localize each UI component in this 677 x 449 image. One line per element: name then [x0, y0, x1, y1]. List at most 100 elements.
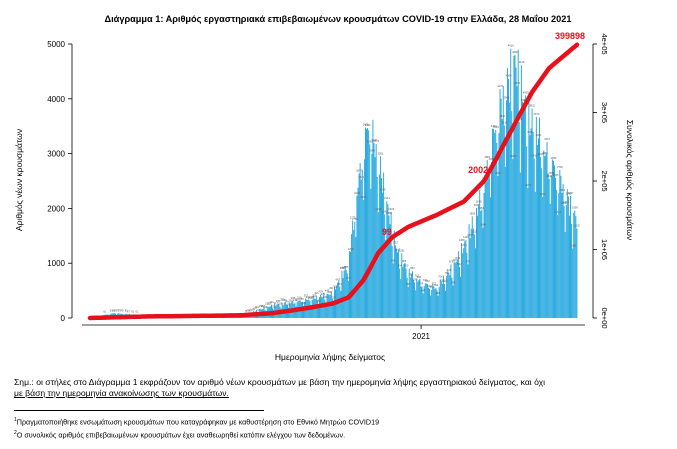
daily-case-bar	[372, 119, 374, 318]
daily-case-bar	[509, 102, 511, 318]
y2-axis-title: Συνολικός αριθμός κρουσμάτων	[625, 120, 635, 240]
bar-value-label: 996	[391, 258, 396, 262]
bar-value-label: 532	[427, 284, 432, 288]
daily-case-bar	[562, 184, 564, 318]
daily-case-bar	[505, 100, 507, 318]
bar-value-label: 2211	[540, 192, 546, 196]
daily-case-bar	[430, 295, 432, 318]
bar-value-label: 357	[304, 293, 309, 297]
bar-value-label: 3174	[373, 139, 379, 143]
bar-value-label: 3335	[527, 130, 533, 134]
daily-case-bar	[475, 248, 476, 318]
bar-value-label: 767	[445, 271, 450, 275]
daily-case-bar	[358, 173, 360, 318]
daily-case-bar	[438, 287, 440, 318]
daily-case-bar	[341, 270, 343, 318]
daily-case-bar	[525, 95, 527, 318]
daily-case-bar	[389, 224, 391, 318]
bar-value-label: 4230	[514, 81, 520, 85]
bar-value-label: 2904	[510, 154, 516, 158]
bar-value-label: 2881	[484, 155, 490, 159]
daily-case-bar	[485, 171, 487, 318]
daily-case-bar	[555, 177, 557, 318]
daily-case-bar	[406, 277, 408, 318]
daily-case-bar	[440, 281, 442, 318]
bar-value-label: 333	[323, 295, 328, 299]
daily-case-bar	[510, 48, 512, 318]
bar-value-label: 1268	[570, 244, 576, 248]
daily-case-bar	[458, 266, 460, 318]
bar-value-label: 168	[259, 304, 264, 308]
bar-value-label: 1420	[463, 235, 469, 239]
daily-case-bar	[387, 204, 389, 318]
daily-case-bar	[516, 86, 518, 319]
daily-case-bar	[437, 295, 439, 318]
daily-case-bar	[451, 277, 453, 318]
bar-value-label: 100	[250, 308, 255, 312]
daily-case-bar	[514, 54, 516, 319]
y-tick-label: 0	[61, 314, 66, 323]
daily-case-bar	[544, 156, 546, 318]
bar-value-label: 1525	[472, 229, 478, 233]
daily-case-bar	[468, 224, 470, 318]
daily-case-bar	[448, 272, 450, 318]
bar-value-label: 1195	[395, 248, 401, 252]
daily-case-bar	[452, 285, 454, 318]
y-tick-label: 1000	[47, 259, 65, 268]
bar-value-label: 2536	[546, 174, 552, 178]
daily-case-bar	[551, 159, 553, 318]
footnote-2: 2Ο συνολικός αριθμός επιβεβαιωμένων κρου…	[14, 430, 345, 439]
bar-value-label: 2219	[566, 191, 572, 195]
daily-case-bar	[424, 283, 426, 318]
daily-case-bar	[535, 116, 537, 319]
y-axis-title: Αριθμός νέων κρουσμάτων	[14, 129, 24, 231]
bar-value-label: 679	[346, 276, 351, 280]
bar-value-label: 2288	[380, 188, 386, 192]
bar-value-label: 312	[308, 296, 313, 300]
cumulative-line	[87, 42, 580, 321]
daily-case-bar	[355, 236, 357, 318]
daily-case-bar	[318, 304, 319, 318]
bar-value-label: 2227	[568, 191, 574, 195]
bar-value-label: 627	[440, 279, 445, 283]
bar-value-label: 423	[327, 290, 332, 294]
daily-case-bar	[570, 195, 571, 318]
bar-value-label: 1853	[469, 211, 475, 215]
daily-case-bar	[491, 161, 492, 318]
daily-case-bar	[404, 262, 406, 318]
daily-case-bar	[519, 172, 521, 318]
daily-case-bar	[431, 289, 433, 318]
bar-value-label: 1933	[388, 207, 394, 211]
daily-case-bar	[435, 287, 437, 318]
daily-case-bar	[462, 253, 464, 318]
daily-case-bar	[353, 229, 355, 318]
bar-value-label: 255	[276, 299, 281, 303]
bar-value-label: 67	[127, 309, 130, 313]
bar-value-label: 3670	[534, 112, 540, 116]
bar-value-label: 1208	[348, 247, 354, 251]
bar-value-label: 86	[112, 308, 115, 312]
daily-case-bar	[543, 150, 545, 318]
daily-case-bar	[370, 188, 372, 318]
bar-value-label: 1368	[459, 238, 465, 242]
daily-case-bar	[359, 163, 361, 318]
daily-case-bar	[557, 215, 559, 318]
daily-case-bar	[417, 281, 419, 318]
daily-case-bar	[558, 193, 560, 318]
bar-value-label: 867	[342, 266, 347, 270]
bar-value-label: 1327	[393, 240, 399, 244]
daily-case-bar	[436, 290, 438, 318]
bar-value-label: 81	[110, 309, 113, 313]
daily-case-bar	[501, 119, 503, 318]
daily-case-bar	[400, 279, 402, 318]
bar-value-label: 406	[436, 291, 441, 295]
bar-value-label: 1879	[555, 210, 561, 214]
bar-value-label: 255	[316, 299, 321, 303]
bar-value-label: 2942	[538, 152, 544, 156]
bar-value-label: 445	[325, 289, 330, 293]
bar-value-label: 2954	[542, 151, 548, 155]
daily-case-bar	[409, 277, 411, 318]
daily-case-bar	[547, 173, 549, 318]
daily-case-bar	[391, 246, 393, 318]
daily-case-bar	[499, 89, 501, 319]
